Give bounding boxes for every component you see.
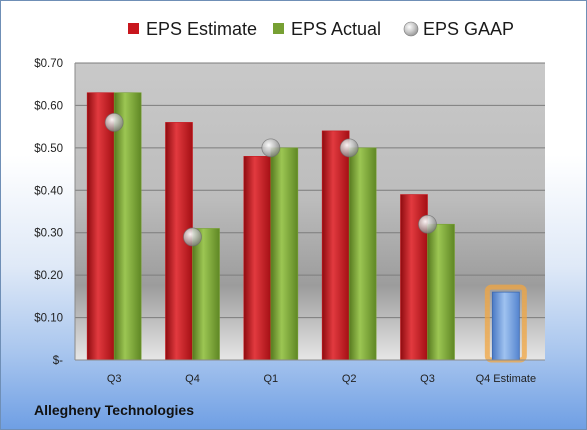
x-axis: Q3 Q4 Q1 Q2 Q3 Q4 Estimate	[75, 359, 545, 385]
forecast-bar	[491, 291, 520, 361]
y-tick-label: $0.10	[34, 313, 63, 325]
y-tick-label: $0.70	[34, 58, 63, 70]
y-tick-label: $0.50	[34, 143, 63, 155]
legend-swatch	[128, 23, 139, 34]
gaap-marker	[104, 113, 124, 132]
y-tick-label: $0.20	[34, 270, 63, 282]
y-axis: $- $0.10 $0.20 $0.30 $0.40 $0.50 $0.60 $0.70	[34, 58, 76, 367]
x-tick-label: Q3	[420, 373, 435, 385]
company-name: Allegheny Technologies	[34, 402, 194, 418]
plot-area	[75, 63, 545, 360]
estimate-bar	[86, 92, 115, 361]
legend-label: EPS Actual	[291, 19, 381, 39]
bars	[86, 92, 527, 363]
x-tick-label: Q2	[342, 373, 357, 385]
actual-bar	[270, 147, 299, 361]
legend-label: EPS Estimate	[146, 19, 257, 39]
legend-swatch	[273, 23, 284, 34]
gaap-marker	[261, 138, 281, 158]
y-tick-label: $0.30	[34, 228, 63, 240]
x-tick-label: Q3	[107, 373, 122, 385]
gaap-marker	[183, 227, 202, 247]
actual-bar	[192, 228, 220, 361]
estimate-bar	[321, 130, 350, 361]
gaap-marker	[339, 138, 359, 158]
x-tick-label: Q4	[185, 373, 200, 385]
actual-bar	[427, 223, 455, 361]
y-tick-label: $0.40	[34, 185, 63, 197]
y-tick-label: $0.60	[34, 100, 63, 112]
gridlines	[75, 62, 545, 361]
legend-swatch	[403, 21, 419, 37]
x-tick-label: Q1	[263, 373, 278, 385]
actual-bar	[113, 92, 142, 361]
gaap-marker	[418, 214, 437, 234]
y-tick-label: $-	[53, 355, 63, 367]
actual-bar	[348, 147, 377, 361]
x-tick-label: Q4 Estimate	[476, 373, 537, 385]
gaap-markers	[104, 113, 437, 247]
legend-label: EPS GAAP	[423, 19, 514, 39]
estimate-bar	[243, 156, 272, 361]
legend: EPS Estimate EPS Actual EPS GAAP	[128, 19, 514, 39]
